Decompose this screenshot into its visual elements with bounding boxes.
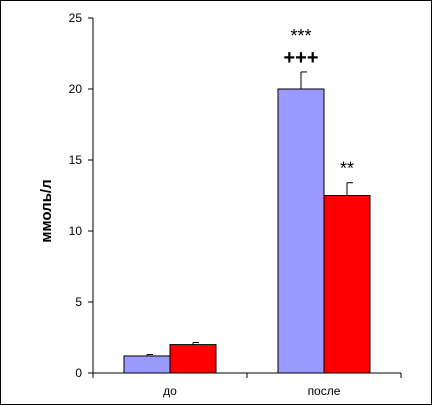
y-tick-label: 10 [69,224,83,238]
significance-marker: ** [340,159,354,179]
significance-marker: +++ [283,47,318,69]
bar [123,355,171,374]
significance-marker: *** [290,26,311,46]
y-tick-label: 20 [69,82,83,96]
x-category-label: до [163,384,177,398]
y-tick-label: 5 [75,295,82,309]
plot-area: 0 5 10 15 20 25 до после ***+++ ** [69,11,402,398]
y-tick-label: 15 [69,153,83,167]
y-axis-label: ммоль/л [38,179,55,242]
bar [169,344,217,374]
y-tick-label: 0 [75,366,82,380]
y-tick-label: 25 [69,11,83,25]
bar [323,195,371,374]
x-category-label: после [308,384,341,398]
bar [277,88,325,374]
